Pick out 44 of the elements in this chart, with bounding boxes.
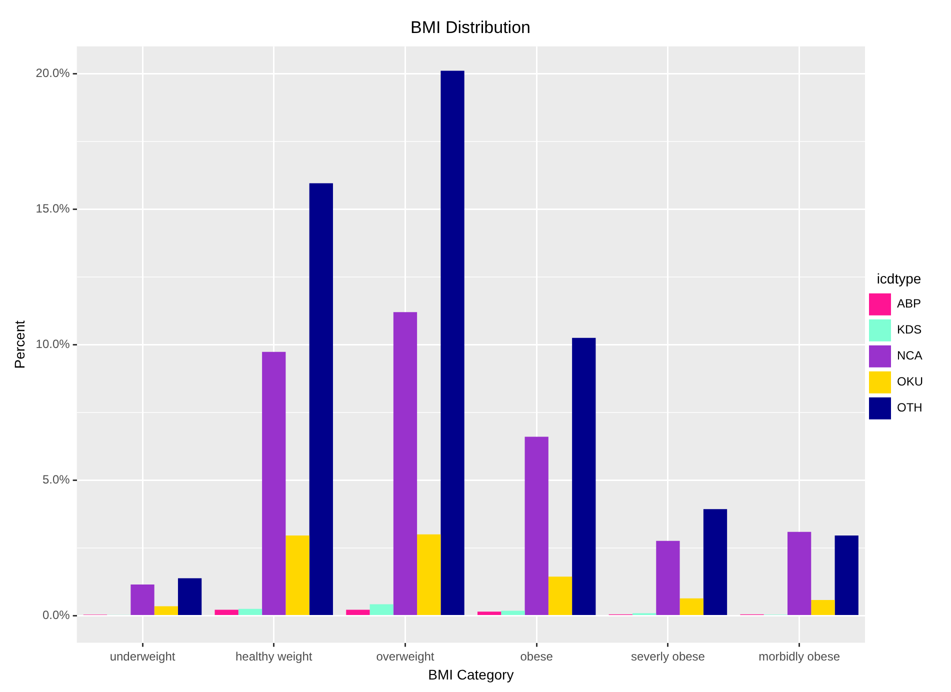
y-tick-label: 5.0% [42,472,70,486]
y-tick-label: 15.0% [36,201,70,216]
bar [309,183,333,615]
bar [417,534,441,615]
bar [572,338,596,615]
bar [834,535,858,615]
legend-label: ABP [896,296,922,311]
bar [811,600,835,615]
x-tick-label: healthy weight [236,649,313,664]
legend-label: KDS [896,322,922,337]
x-tick-label: morbidly obese [758,649,840,664]
bar [262,352,286,615]
bar [286,535,310,615]
legend-label: NCA [896,348,922,363]
bar [703,509,728,615]
bar [238,608,262,615]
bar [787,532,812,615]
x-tick-label: obese [520,649,554,664]
x-tick-label: severly obese [630,649,706,664]
bar [477,612,502,615]
bar [346,610,370,615]
x-tick-label: underweight [110,649,176,664]
bar [501,610,525,615]
x-axis-title: BMI Category [428,666,514,682]
bar [524,436,548,615]
bar [370,604,394,615]
bar [656,540,680,615]
legend-label: OKU [896,374,924,389]
chart-title: BMI Distribution [410,18,530,37]
bar [680,598,704,615]
legend-label: OTH [896,400,922,415]
y-tick-label: 20.0% [36,66,70,80]
bar [130,584,154,615]
bar [154,606,178,615]
bar [440,70,464,615]
bar [178,578,202,615]
y-axis-title: Percent [11,320,28,369]
bar [393,312,418,615]
legend-title: icdtype [876,270,922,286]
y-tick-label: 0.0% [42,608,70,622]
x-tick-label: overweight [376,649,435,664]
bar [548,576,572,615]
bar [214,610,238,615]
y-tick-label: 10.0% [36,336,70,351]
